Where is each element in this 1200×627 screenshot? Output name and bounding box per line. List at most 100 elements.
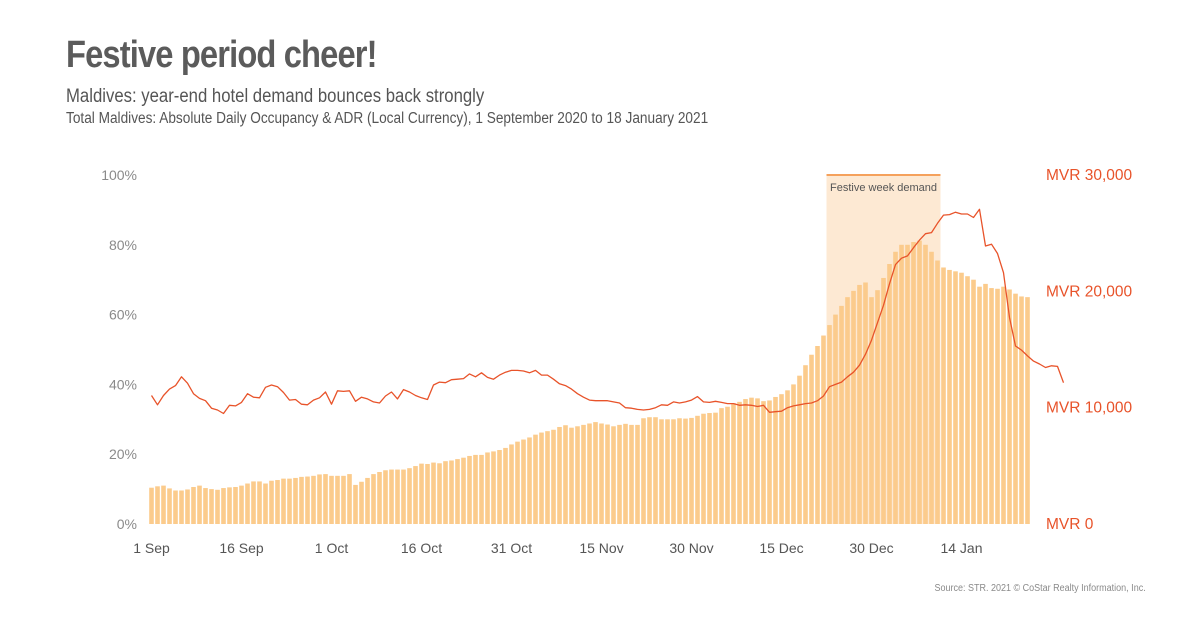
occupancy-bar — [233, 487, 238, 524]
occupancy-bar — [521, 439, 526, 524]
occupancy-bar — [803, 365, 808, 524]
occupancy-bar — [1001, 286, 1006, 524]
occupancy-bar — [653, 417, 658, 524]
occupancy-bar — [731, 403, 736, 524]
occupancy-bar — [839, 305, 844, 524]
occupancy-bar — [629, 424, 634, 524]
axis-layer: 0% 20% 40% 60% 80% 100% MVR 0 MVR 10,000 MVR 20,… — [101, 167, 1132, 556]
occupancy-bar — [941, 267, 946, 524]
occupancy-bar — [983, 283, 988, 524]
occupancy-bar — [953, 271, 958, 524]
occupancy-bar — [425, 463, 430, 524]
occupancy-bar — [791, 384, 796, 524]
occupancy-bar — [347, 474, 352, 524]
occupancy-bar — [647, 417, 652, 524]
occupancy-bar — [683, 418, 688, 524]
occupancy-bar — [797, 375, 802, 524]
occupancy-bar — [875, 290, 880, 524]
occupancy-bar — [845, 297, 850, 524]
occupancy-bar — [623, 423, 628, 524]
occupancy-bar — [725, 406, 730, 524]
occupancy-bar — [467, 455, 472, 524]
occupancy-bar — [479, 454, 484, 524]
occupancy-bar — [551, 429, 556, 524]
occupancy-bar — [767, 400, 772, 524]
occupancy-bar — [881, 277, 886, 524]
occupancy-bar — [599, 423, 604, 524]
occupancy-bar — [275, 480, 280, 524]
occupancy-bar — [671, 419, 676, 524]
occupancy-bar — [605, 424, 610, 524]
occupancy-bar — [677, 418, 682, 524]
y-left-tick-label: 100% — [101, 167, 137, 183]
occupancy-bar — [269, 480, 274, 524]
chart-description: Total Maldives: Absolute Daily Occupancy… — [66, 110, 709, 127]
occupancy-bar — [449, 460, 454, 524]
occupancy-bar — [185, 489, 190, 524]
occupancy-bar — [977, 286, 982, 524]
occupancy-bar — [857, 284, 862, 524]
occupancy-bar — [713, 412, 718, 524]
y-left-tick-label: 40% — [109, 376, 137, 392]
occupancy-bar — [923, 244, 928, 525]
occupancy-bar — [497, 450, 502, 524]
occupancy-bar — [281, 478, 286, 524]
y-left-tick-label: 20% — [109, 446, 137, 462]
occupancy-bar — [515, 441, 520, 524]
occupancy-bar — [869, 297, 874, 524]
chart-title: Festive period cheer! — [66, 34, 378, 76]
occupancy-bar — [239, 485, 244, 524]
occupancy-bar — [149, 487, 154, 524]
line-layer — [150, 208, 1065, 415]
occupancy-bar — [401, 469, 406, 524]
occupancy-bar — [311, 475, 316, 524]
occupancy-bar — [761, 401, 766, 524]
occupancy-bar — [455, 459, 460, 524]
occupancy-bar — [383, 470, 388, 524]
occupancy-bar — [1025, 297, 1030, 524]
occupancy-bar — [1019, 296, 1024, 524]
occupancy-bar — [773, 396, 778, 524]
bars-layer — [149, 240, 1030, 525]
occupancy-bar — [155, 486, 160, 524]
occupancy-bar — [641, 418, 646, 524]
occupancy-bar — [407, 468, 412, 524]
occupancy-bar — [335, 475, 340, 524]
festive-band-label: Festive week demand — [830, 182, 937, 194]
occupancy-bar — [419, 463, 424, 524]
occupancy-bar — [161, 485, 166, 524]
occupancy-bar — [935, 260, 940, 524]
adr-line — [150, 208, 1065, 415]
occupancy-bar — [359, 481, 364, 524]
y-left-tick-label: 0% — [117, 516, 137, 532]
occupancy-bar — [1013, 293, 1018, 524]
occupancy-bar — [167, 488, 172, 524]
occupancy-bar — [695, 415, 700, 524]
occupancy-bar — [431, 462, 436, 524]
occupancy-bar — [995, 288, 1000, 524]
occupancy-bar — [257, 481, 262, 524]
occupancy-bar — [191, 487, 196, 524]
occupancy-bar — [785, 390, 790, 524]
occupancy-bar — [575, 426, 580, 524]
x-tick-label: 30 Nov — [669, 540, 713, 556]
occupancy-bar — [737, 401, 742, 524]
occupancy-bar — [989, 288, 994, 524]
y-left-tick-label: 60% — [109, 307, 137, 323]
occupancy-bar — [371, 474, 376, 524]
occupancy-bar — [833, 314, 838, 524]
occupancy-bar — [905, 244, 910, 525]
occupancy-bar — [893, 251, 898, 524]
occupancy-bar — [251, 481, 256, 524]
occupancy-bar — [581, 424, 586, 524]
occupancy-bar — [539, 432, 544, 524]
x-tick-label: 14 Jan — [940, 540, 982, 556]
occupancy-bar — [197, 485, 202, 524]
occupancy-bar — [617, 424, 622, 524]
x-tick-label: 16 Oct — [401, 540, 442, 556]
occupancy-bar — [443, 461, 448, 524]
occupancy-bar — [701, 413, 706, 524]
occupancy-bar — [851, 290, 856, 524]
occupancy-bar — [227, 487, 232, 524]
